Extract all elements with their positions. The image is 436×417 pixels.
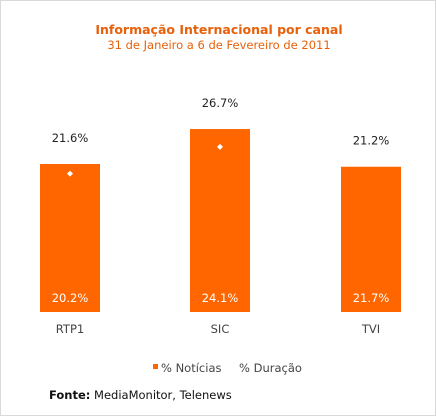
source-prefix: Fonte: <box>49 388 90 402</box>
marker-duracao-tvi <box>368 160 374 167</box>
bars-layer: 21.6% 20.2% RTP1 26.7% 24.1% SIC 21.2% 21.7% TVI <box>40 96 401 336</box>
legend-label-noticias: % Notícias <box>161 361 221 375</box>
bar-noticias-sic <box>190 129 250 312</box>
category-label-tvi: TVI <box>361 322 380 336</box>
chart-title: Informação Internacional por canal <box>95 22 342 37</box>
chart-subtitle: 31 de Janeiro a 6 de Fevereiro de 2011 <box>107 38 330 52</box>
value-label-noticias-rtp1: 21.6% <box>52 131 89 145</box>
bar-noticias-tvi <box>341 166 401 312</box>
bar-noticias-rtp1 <box>40 164 100 312</box>
value-label-duracao-sic: 24.1% <box>202 291 239 305</box>
value-label-noticias-tvi: 21.2% <box>353 134 390 148</box>
source-footer: Fonte: MediaMonitor, Telenews <box>49 388 232 402</box>
category-label-sic: SIC <box>211 322 230 336</box>
value-label-noticias-sic: 26.7% <box>202 96 239 110</box>
marker-duracao-rtp1 <box>67 170 73 177</box>
marker-duracao-sic <box>217 143 223 150</box>
source-text: MediaMonitor, Telenews <box>90 388 231 402</box>
value-label-duracao-tvi: 21.7% <box>353 291 390 305</box>
legend: % Notícias % Duração <box>153 361 302 375</box>
legend-swatch-noticias <box>153 364 158 369</box>
legend-swatch-duracao <box>229 364 234 369</box>
category-label-rtp1: RTP1 <box>56 322 84 336</box>
value-label-duracao-rtp1: 20.2% <box>52 291 89 305</box>
legend-label-duracao: % Duração <box>239 361 302 375</box>
